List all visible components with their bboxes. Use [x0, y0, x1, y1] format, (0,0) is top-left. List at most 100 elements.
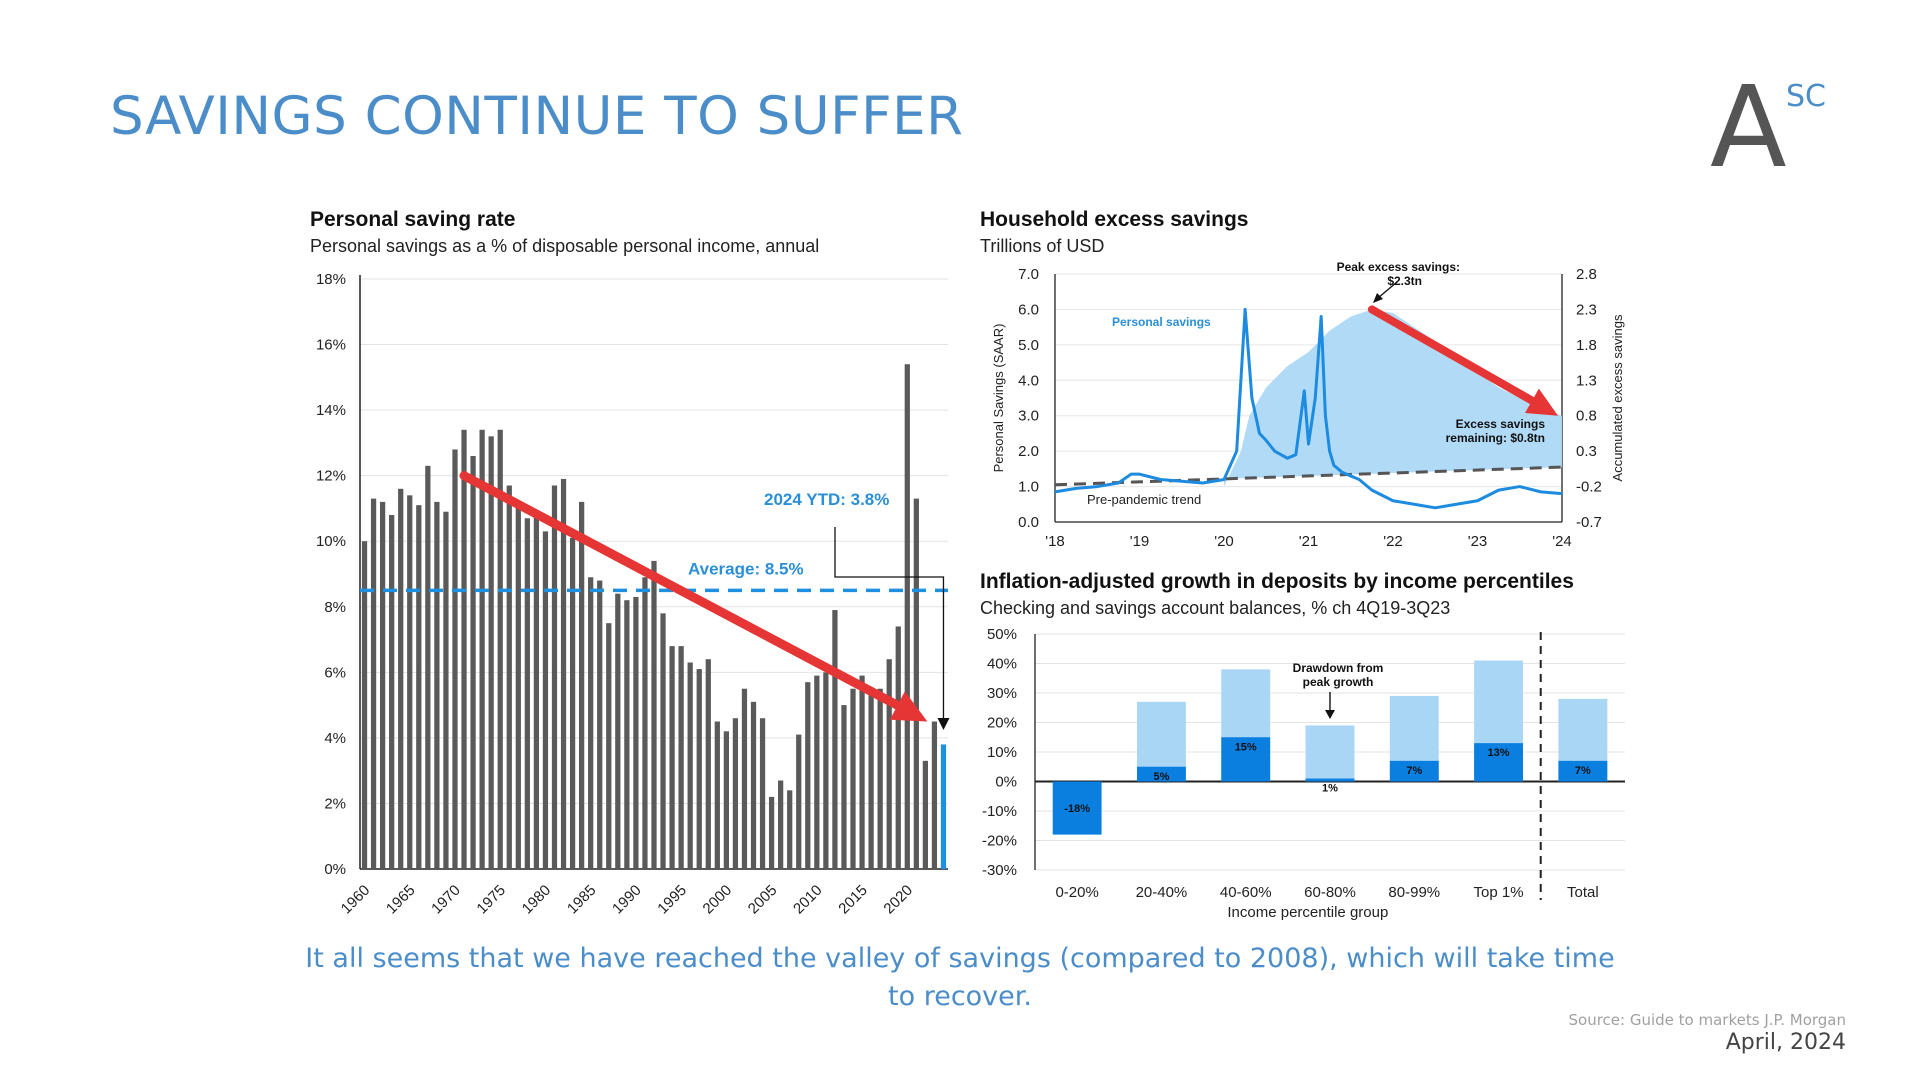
- chart1-bar: [922, 760, 929, 869]
- chart3-x-tick-label: 40-60%: [1220, 884, 1272, 901]
- chart1-bar: [850, 688, 856, 869]
- chart3-x-tick-label: 0-20%: [1055, 884, 1098, 901]
- chart2-x-tick-label: '24: [1552, 533, 1572, 550]
- chart3-value-label: 7%: [1406, 765, 1422, 777]
- chart3-current-bar: [1558, 760, 1608, 782]
- chart2-trend-line: [1054, 465, 1563, 487]
- chart1-bar: [877, 688, 883, 869]
- chart1-bar: [624, 600, 630, 869]
- chart3-peak-bar: [1305, 725, 1355, 782]
- chart3-x-tick-label: Total: [1567, 884, 1599, 901]
- chart1-subtitle: Personal savings as a % of disposable pe…: [310, 236, 819, 256]
- chart1-bar: [416, 505, 422, 869]
- chart1-callout-arrowhead: [937, 718, 950, 730]
- chart1-bar: [506, 485, 512, 869]
- chart1-bar: [370, 498, 377, 869]
- household-excess-savings-chart: Household excess savings Trillions of US…: [980, 208, 1625, 550]
- chart1-bar: [714, 721, 720, 869]
- chart1-bar: [705, 659, 711, 869]
- chart3-current-bar: [1389, 760, 1439, 782]
- chart1-y-tick-label: 8%: [324, 599, 346, 616]
- chart1-bar: [859, 675, 865, 869]
- chart2-left-axis-title: Personal Savings (SAAR): [991, 324, 1006, 473]
- chart1-bar: [741, 688, 748, 869]
- chart1-bar: [895, 626, 901, 869]
- chart2-remaining-label-line1: Excess savings: [1456, 417, 1546, 431]
- chart1-annotations: Average: 8.5% 2024 YTD: 3.8%: [360, 471, 950, 730]
- chart1-trend-arrowhead: [889, 691, 928, 722]
- chart3-value-label: 13%: [1488, 747, 1510, 759]
- chart1-bar: [642, 577, 648, 869]
- chart1-bar: [425, 465, 431, 869]
- chart1-bar: [678, 646, 684, 869]
- chart1-x-tick-label: 2000: [700, 882, 736, 918]
- chart1-bar: [470, 456, 476, 869]
- chart3-y-tick-label: 40%: [987, 656, 1017, 673]
- chart2-title: Household excess savings: [980, 208, 1248, 231]
- chart1-y-tick-label: 10%: [316, 533, 346, 550]
- chart1-callout-line: [834, 527, 945, 722]
- chart3-annotation-line2: peak growth: [1303, 675, 1374, 689]
- chart1-bar: [434, 501, 440, 869]
- chart1-bar: [597, 580, 603, 869]
- chart1-x-tick-label: 1965: [383, 882, 419, 918]
- chart1-x-tick-label: 1970: [428, 882, 464, 918]
- chart1-bar: [787, 790, 793, 869]
- chart2-left-tick-label: 2.0: [1018, 443, 1039, 460]
- chart3-x-tick-label: 80-99%: [1388, 884, 1440, 901]
- chart1-bar: [759, 718, 766, 869]
- chart1-bar: [606, 623, 612, 869]
- chart1-bar: [389, 515, 395, 869]
- chart1-bar: [796, 734, 802, 869]
- chart1-average-label: Average: 8.5%: [688, 559, 804, 578]
- chart3-current-bar: [1052, 781, 1102, 835]
- chart1-x-tick-label: 1990: [609, 882, 645, 918]
- chart1-y-tick-label: 14%: [316, 402, 346, 419]
- chart3-y-tick-label: 20%: [987, 715, 1017, 732]
- chart1-current-label: 2024 YTD: 3.8%: [764, 490, 889, 509]
- chart2-left-tick-label: 7.0: [1018, 266, 1039, 283]
- chart2-left-tick-label: 5.0: [1018, 337, 1039, 354]
- chart1-bar: [452, 449, 458, 869]
- slide-date: April, 2024: [1725, 1030, 1846, 1055]
- chart3-y-tick-label: -30%: [982, 862, 1017, 879]
- chart1-bar: [615, 593, 621, 869]
- chart1-y-tick-label: 0%: [324, 861, 346, 878]
- chart1-x-tick-label: 1980: [519, 882, 555, 918]
- chart1-bar: [398, 488, 404, 869]
- chart1-bar: [497, 429, 503, 869]
- chart2-lines: [1054, 307, 1563, 510]
- chart3-x-tick-label: 60-80%: [1304, 884, 1356, 901]
- chart2-excess-area: [1224, 309, 1562, 487]
- chart1-x-tick-label: 2005: [745, 882, 781, 918]
- chart1-bar: [651, 560, 657, 869]
- chart1-bar: [461, 429, 467, 869]
- slide-title: SAVINGS CONTINUE TO SUFFER: [110, 86, 964, 147]
- chart2-trend-arrowhead: [1525, 388, 1558, 416]
- chart1-x-tick-label: 1995: [654, 882, 690, 918]
- chart1-x-tick-label: 2015: [835, 882, 871, 918]
- chart2-ticks: 0.0 1.0 2.0 3.0 4.0 5.0 6.0 7.0 -0.7 -0.2 0.3 0.8 1.…: [991, 266, 1625, 550]
- chart2-right-tick-label: 2.8: [1576, 266, 1597, 283]
- chart1-bar: [696, 669, 702, 869]
- chart1-bar: [732, 718, 739, 869]
- chart1-title: Personal saving rate: [310, 208, 515, 231]
- chart2-peak-label-line2: $2.3tn: [1387, 274, 1422, 288]
- chart2-left-tick-label: 4.0: [1018, 372, 1039, 389]
- chart1-bar: [814, 675, 820, 869]
- chart3-value-label: 7%: [1575, 765, 1591, 777]
- chart1-bar: [868, 692, 874, 869]
- chart2-x-tick-label: '21: [1299, 533, 1319, 550]
- chart1-bar: [913, 498, 919, 869]
- chart2-trend-arrow: [1367, 305, 1538, 406]
- chart3-x-tick-label: 20-40%: [1136, 884, 1188, 901]
- chart2-x-tick-label: '18: [1045, 533, 1065, 550]
- chart2-left-tick-label: 3.0: [1018, 408, 1039, 425]
- chart1-bar: [361, 541, 368, 869]
- chart1-bar: [379, 501, 386, 869]
- chart2-annotations: Peak excess savings:$2.3tn Personal savin…: [1087, 260, 1558, 507]
- chart3-current-bar: [1136, 766, 1186, 782]
- chart1-y-ticks: 0% 2% 4% 6% 8% 10% 12% 14% 16% 18%: [316, 271, 346, 878]
- chart1-bar: [904, 364, 910, 869]
